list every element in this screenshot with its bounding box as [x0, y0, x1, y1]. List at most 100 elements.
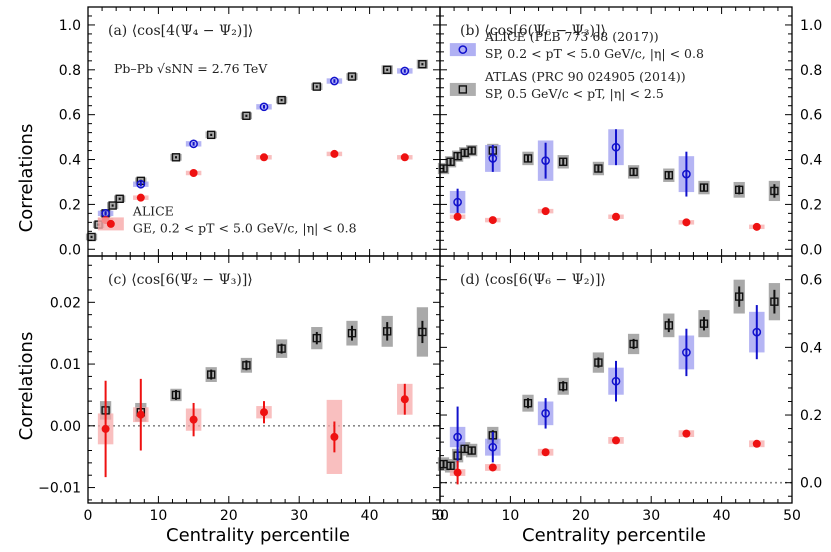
- y-tick-label: 0.01: [50, 357, 81, 373]
- x-axis-title-right: Centrality percentile: [522, 525, 706, 546]
- panel-title: (a) ⟨cos[4(Ψ₄ − Ψ₂)]⟩: [108, 23, 253, 39]
- y-tick-label: 0.4: [59, 153, 81, 169]
- y-tick-label: 0.00: [50, 419, 81, 435]
- data-point-alice-sp: [682, 169, 691, 179]
- data-point-atlas-sp: [735, 185, 744, 195]
- data-point-alice-ge: [488, 463, 497, 472]
- data-point-atlas-sp: [446, 157, 455, 166]
- data-point-atlas-sp: [594, 164, 603, 173]
- panel-d: 0 10 20 30 40 50 0.0 0.2 0.4 0.6 (d) ⟨cos[6(Ψ₆ − Ψ…: [436, 255, 822, 524]
- data-point-alice-ge: [189, 169, 198, 177]
- legend-marker: [106, 219, 115, 228]
- y-tick-label: 0.8: [59, 63, 81, 79]
- data-point-atlas-sp: [699, 183, 709, 192]
- data-point-alice-sp: [611, 142, 621, 152]
- data-point-alice-ge: [260, 408, 268, 417]
- data-point-atlas-sp: [559, 382, 568, 391]
- data-point-alice-ge: [488, 216, 497, 225]
- data-point-atlas-sp: [171, 153, 181, 162]
- panel-a: 0.0 0.2 0.4 0.6 0.8 1.0 (a) ⟨cos[4(Ψ₄ − Ψ₂)]⟩ P…: [59, 6, 441, 258]
- data-point-alice-ge: [682, 429, 691, 438]
- x-tick-label: 30: [642, 508, 660, 524]
- panel-b: 0.00.20.40.60.81.0(b) ⟨cos[6(Ψ₆ − Ψ₃)]⟩A…: [437, 6, 822, 258]
- data-point-atlas-sp: [418, 60, 427, 69]
- y-tick-label: 0.6: [800, 108, 822, 124]
- data-point-alice-sp: [453, 197, 462, 207]
- panel-c: 0 10 20 30 40 50 −0.01 0.00 0.01 0.02 (c) ⟨cos[6(Ψ…: [38, 255, 449, 524]
- data-point-alice-ge: [260, 153, 268, 162]
- data-point-atlas-sp: [446, 461, 455, 470]
- data-point-atlas-sp: [523, 154, 533, 163]
- data-point-alice-ge: [453, 468, 462, 477]
- data-point-atlas-sp: [115, 194, 124, 203]
- data-point-atlas-sp: [108, 201, 117, 210]
- data-point-alice-sp: [752, 327, 762, 337]
- y-tick-label: 0.8: [800, 63, 822, 79]
- data-point-alice-sp: [541, 156, 550, 166]
- legend-label-line1: ALICE (PLB 773 68 (2017)): [484, 29, 659, 44]
- data-point-atlas-sp: [770, 186, 779, 196]
- data-point-alice-ge: [541, 448, 550, 457]
- data-point-alice-sp: [541, 408, 550, 418]
- y-tick-label: 1.0: [59, 18, 81, 34]
- collision-annotation: Pb–Pb √sNN = 2.76 TeV: [114, 61, 268, 76]
- y-tick-label: 1.0: [800, 18, 822, 34]
- data-point-atlas-sp: [664, 321, 673, 330]
- y-tick-label: 0.0: [800, 242, 822, 258]
- data-point-alice-ge: [612, 436, 620, 445]
- legend-label-line2: GE, 0.2 < pT < 5.0 GeV/c, |η| < 0.8: [133, 220, 357, 235]
- data-point-alice-sp: [189, 139, 198, 149]
- y-tick-label: 0.2: [59, 197, 81, 213]
- data-point-atlas-sp: [467, 146, 476, 155]
- data-point-atlas-sp: [206, 130, 216, 140]
- data-point-atlas-sp: [383, 65, 392, 75]
- data-point-alice-sp: [330, 76, 339, 86]
- data-point-atlas-sp: [467, 446, 476, 455]
- data-point-alice-ge: [612, 212, 620, 221]
- data-point-alice-ge: [101, 424, 110, 433]
- y-tick-label: 0.4: [800, 340, 822, 356]
- x-axis-title-left: Centrality percentile: [166, 525, 350, 546]
- x-tick-label: 50: [783, 508, 801, 524]
- data-point-alice-sp: [259, 102, 269, 112]
- data-point-alice-ge: [136, 410, 145, 419]
- legend-swatch: [449, 43, 476, 57]
- legend-marker: [458, 85, 468, 94]
- x-tick-label: 20: [220, 508, 238, 524]
- y-tick-label: 0.4: [800, 153, 822, 169]
- data-point-alice-ge: [136, 193, 145, 202]
- data-point-alice-ge: [752, 439, 761, 448]
- data-point-atlas-sp: [559, 157, 568, 166]
- data-point-alice-ge: [752, 222, 761, 231]
- data-point-alice-sp: [682, 348, 691, 357]
- panel-frame: [439, 255, 793, 504]
- legend-swatch: [449, 82, 476, 96]
- data-point-atlas-sp: [629, 339, 638, 349]
- panel-title: (c) ⟨cos[6(Ψ₂ − Ψ₃)]⟩: [108, 272, 253, 288]
- data-point-alice-sp: [488, 442, 498, 452]
- x-tick-label: 40: [361, 508, 379, 524]
- data-point-atlas-sp: [629, 167, 638, 177]
- panel-title: (b) ⟨cos[6(Ψ₆ − Ψ₃)]⟩: [460, 23, 606, 39]
- data-point-alice-ge: [330, 149, 339, 158]
- data-point-alice-ge: [400, 395, 409, 404]
- y-tick-label: 0.2: [800, 408, 822, 424]
- data-point-alice-ge: [541, 207, 550, 216]
- data-point-atlas-sp: [735, 292, 744, 301]
- data-point-alice-sp: [453, 432, 462, 442]
- y-tick-label: 0.02: [50, 295, 81, 311]
- data-point-atlas-sp: [171, 390, 181, 400]
- data-point-alice-ge: [400, 153, 409, 162]
- x-tick-label: 0: [84, 508, 93, 524]
- data-point-alice-sp: [400, 66, 410, 76]
- y-tick-label: 0.0: [59, 242, 81, 258]
- x-tick-label: 10: [149, 508, 167, 524]
- data-point-alice-sp: [611, 376, 621, 386]
- data-point-atlas-sp: [770, 297, 779, 306]
- y-tick-label: 0.0: [800, 476, 822, 492]
- x-tick-label: 0: [436, 508, 445, 524]
- data-point-atlas-sp: [664, 171, 673, 180]
- data-point-atlas-sp: [242, 361, 251, 370]
- y-tick-label: 0.6: [59, 108, 81, 124]
